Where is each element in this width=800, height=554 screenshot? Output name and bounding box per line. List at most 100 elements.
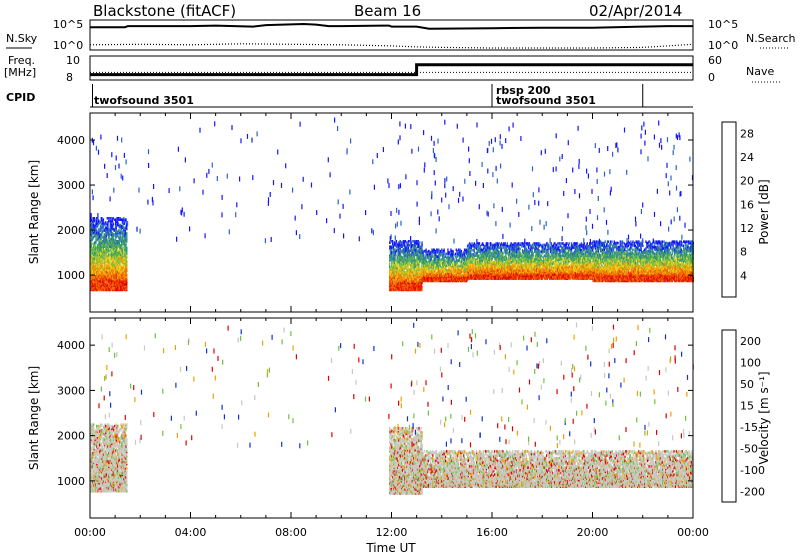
data-pixel: [392, 285, 395, 289]
data-pixel: [423, 279, 426, 283]
data-pixel: [112, 272, 114, 275]
data-pixel: [442, 258, 444, 261]
data-pixel: [98, 265, 100, 269]
data-pixel: [119, 265, 121, 269]
data-pixel: [398, 277, 400, 281]
data-pixel: [406, 271, 408, 274]
data-pixel: [125, 272, 127, 275]
data-pixel: [426, 279, 429, 283]
data-pixel: [445, 270, 447, 273]
data-pixel: [110, 248, 112, 251]
noise-series: [89, 22, 694, 49]
data-pixel: [125, 261, 127, 265]
data-pixel: [111, 269, 114, 273]
data-pixel: [97, 269, 99, 273]
data-pixel: [121, 226, 123, 230]
data-pixel: [445, 268, 447, 272]
data-pixel: [117, 272, 119, 275]
data-pixel: [406, 264, 408, 267]
data-pixel: [124, 249, 126, 252]
data-pixel: [98, 268, 100, 271]
data-pixel: [416, 280, 418, 284]
data-pixel: [442, 270, 444, 273]
data-pixel: [425, 272, 427, 276]
data-pixel: [106, 267, 108, 270]
data-pixel: [123, 261, 125, 265]
data-pixel: [125, 226, 127, 230]
data-pixel: [123, 253, 125, 257]
data-pixel: [109, 279, 111, 282]
data-pixel: [92, 280, 94, 284]
data-pixel: [439, 267, 441, 270]
data-pixel: [123, 240, 125, 243]
data-pixel: [413, 279, 416, 282]
data-pixel: [402, 240, 404, 243]
data-pixel: [431, 276, 433, 280]
data-pixel: [107, 272, 109, 275]
data-pixel: [391, 283, 393, 286]
data-pixel: [448, 256, 450, 260]
data-pixel: [92, 253, 94, 257]
frequency-right-tick-bottom: 0: [708, 71, 715, 84]
data-pixel: [123, 275, 125, 278]
data-pixel: [432, 279, 434, 283]
noise-left-label: N.Sky: [6, 32, 38, 45]
data-pixel: [91, 280, 93, 284]
data-pixel: [403, 244, 405, 247]
data-pixel: [114, 245, 117, 248]
data-pixel: [114, 264, 116, 267]
data-pixel: [392, 279, 395, 282]
data-pixel: [410, 268, 413, 271]
data-pixel: [391, 272, 393, 275]
data-pixel: [419, 288, 421, 292]
data-pixel: [400, 281, 402, 285]
data-pixel: [108, 271, 110, 274]
data-pixel: [429, 276, 431, 280]
data-pixel: [109, 241, 111, 244]
data-pixel: [426, 255, 429, 258]
data-pixel: [111, 245, 113, 248]
data-pixel: [395, 265, 398, 269]
data-pixel: [118, 218, 120, 221]
data-pixel: [106, 279, 108, 282]
data-pixel: [117, 272, 120, 275]
data-pixel: [95, 227, 97, 231]
data-pixel: [390, 288, 392, 292]
data-pixel: [108, 279, 111, 282]
data-pixel: [93, 231, 95, 235]
data-pixel: [116, 230, 118, 234]
data-pixel: [444, 271, 446, 275]
data-pixel: [105, 275, 108, 278]
data-pixel: [412, 252, 414, 255]
data-pixel: [422, 270, 424, 273]
data-pixel: [126, 237, 128, 240]
data-pixel: [90, 264, 93, 267]
data-pixel: [437, 248, 439, 252]
data-pixel: [407, 279, 410, 282]
data-pixel: [113, 280, 115, 284]
data-pixel: [117, 287, 120, 290]
data-pixel: [396, 285, 398, 289]
data-pixel: [96, 253, 99, 257]
data-pixel: [116, 261, 118, 265]
data-pixel: [445, 256, 448, 260]
data-pixel: [96, 231, 98, 235]
data-pixel: [444, 279, 446, 283]
data-pixel: [114, 275, 116, 278]
data-pixel: [394, 276, 396, 279]
data-pixel: [116, 269, 118, 273]
data-pixel: [417, 250, 419, 254]
data-pixel: [101, 248, 103, 251]
data-pixel: [107, 288, 109, 292]
data-pixel: [433, 252, 435, 256]
data-pixel: [92, 221, 94, 224]
data-pixel: [112, 261, 114, 265]
data-pixel: [122, 253, 124, 257]
data-pixel: [398, 244, 400, 247]
data-pixel: [410, 275, 412, 278]
data-pixel: [104, 237, 106, 240]
data-pixel: [405, 253, 407, 257]
data-pixel: [103, 222, 105, 225]
data-pixel: [506, 242, 509, 245]
data-pixel: [94, 287, 96, 290]
